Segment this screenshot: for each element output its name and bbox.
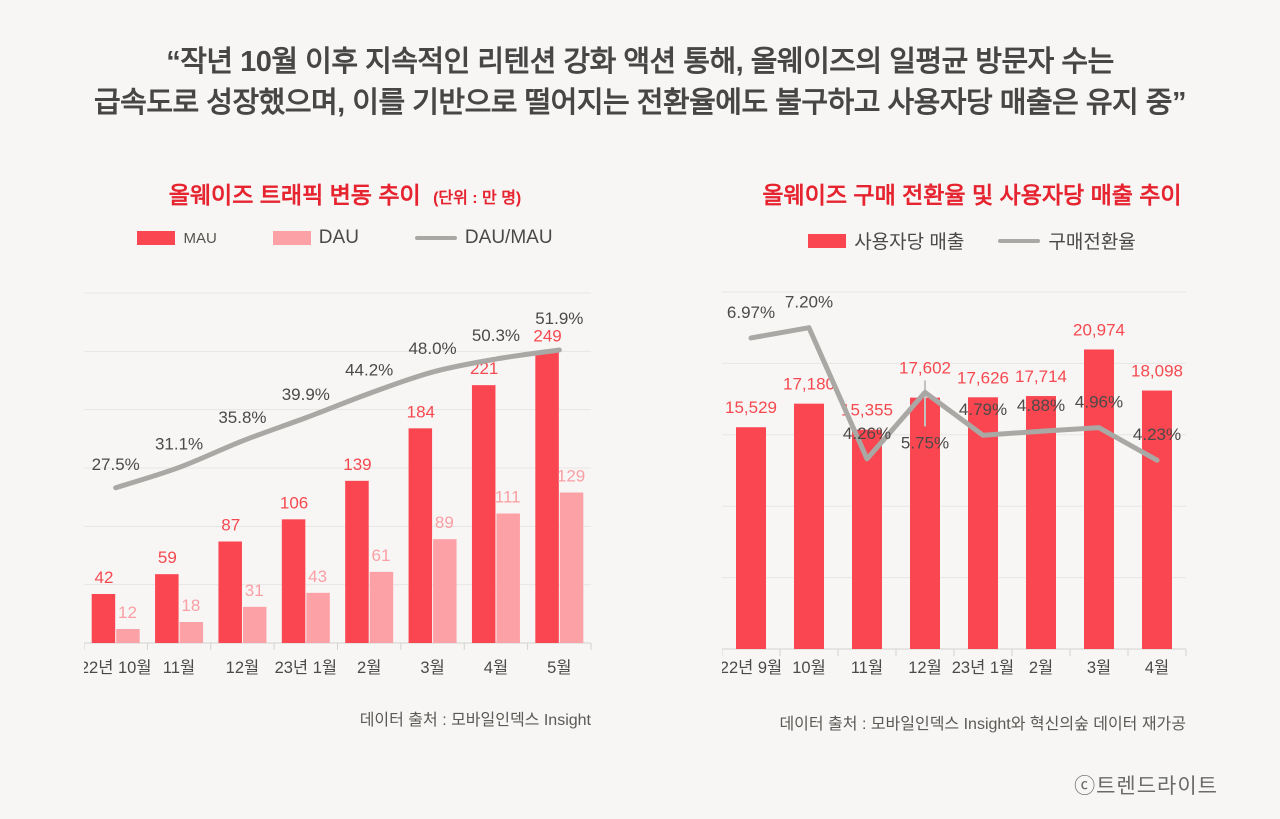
svg-text:184: 184 bbox=[407, 402, 435, 421]
svg-text:27.5%: 27.5% bbox=[92, 455, 140, 474]
dau-mau-line-swatch-icon bbox=[414, 236, 457, 240]
conversion-chart-source: 데이터 출처 : 모바일인덱스 Insight와 혁신의숲 데이터 재가공 bbox=[779, 716, 1186, 733]
svg-text:48.0%: 48.0% bbox=[408, 339, 456, 358]
svg-text:12: 12 bbox=[118, 603, 137, 622]
svg-text:17,180: 17,180 bbox=[783, 375, 835, 394]
traffic-chart-unit-note: (단위 : 만 명) bbox=[433, 190, 522, 207]
svg-text:12월: 12월 bbox=[226, 658, 260, 677]
legend-label-mau: MAU bbox=[183, 229, 217, 247]
legend-label-revenue: 사용자당 매출 bbox=[854, 232, 965, 253]
legend-item-conversion-rate: 구매전환율 bbox=[998, 227, 1136, 254]
conversion-chart-title: 올웨이즈 구매 전환율 및 사용자당 매출 추이 bbox=[712, 176, 1232, 210]
svg-text:44.2%: 44.2% bbox=[345, 360, 393, 379]
svg-text:35.8%: 35.8% bbox=[218, 408, 266, 427]
svg-text:3월: 3월 bbox=[1087, 658, 1111, 677]
svg-text:42: 42 bbox=[94, 568, 113, 587]
svg-text:4월: 4월 bbox=[484, 658, 508, 677]
svg-text:22년 9월: 22년 9월 bbox=[722, 658, 782, 677]
svg-text:6.97%: 6.97% bbox=[727, 303, 775, 322]
svg-text:22년 10월: 22년 10월 bbox=[84, 658, 152, 677]
traffic-chart-legend: MAU DAU DAU/MAU bbox=[84, 227, 606, 249]
legend-label-dau: DAU bbox=[318, 227, 359, 248]
svg-text:17,626: 17,626 bbox=[957, 368, 1009, 387]
svg-text:12월: 12월 bbox=[908, 658, 942, 677]
svg-text:129: 129 bbox=[557, 467, 585, 486]
legend-item-revenue: 사용자당 매출 bbox=[808, 227, 964, 254]
svg-text:20,974: 20,974 bbox=[1073, 320, 1125, 339]
svg-text:7.20%: 7.20% bbox=[785, 293, 833, 312]
svg-text:31: 31 bbox=[245, 581, 264, 600]
svg-text:61: 61 bbox=[371, 546, 390, 565]
svg-text:43: 43 bbox=[308, 567, 327, 586]
svg-text:59: 59 bbox=[158, 548, 177, 567]
headline-line2: 급속도로 성장했으며, 이를 기반으로 떨어지는 전환율에도 불구하고 사용자당… bbox=[94, 87, 1186, 120]
svg-text:11월: 11월 bbox=[851, 658, 883, 677]
svg-text:11월: 11월 bbox=[163, 658, 195, 677]
conversion-chart-title-text: 올웨이즈 구매 전환율 및 사용자당 매출 추이 bbox=[762, 182, 1182, 208]
watermark: ⓒ트렌드라이트 bbox=[1074, 775, 1218, 798]
svg-text:106: 106 bbox=[280, 493, 308, 512]
headline-line1: “작년 10월 이후 지속적인 리텐션 강화 액션 통해, 올웨이즈의 일평균 … bbox=[166, 46, 1114, 78]
svg-text:18: 18 bbox=[181, 596, 200, 615]
svg-text:50.3%: 50.3% bbox=[472, 326, 520, 345]
svg-text:3월: 3월 bbox=[420, 658, 444, 677]
traffic-chart-title-text: 올웨이즈 트래픽 변동 추이 bbox=[168, 182, 421, 208]
svg-text:15,355: 15,355 bbox=[841, 401, 893, 420]
svg-text:4.79%: 4.79% bbox=[959, 400, 1007, 419]
svg-text:4.23%: 4.23% bbox=[1133, 425, 1181, 444]
svg-text:139: 139 bbox=[343, 455, 371, 474]
traffic-chart-title: 올웨이즈 트래픽 변동 추이 (단위 : 만 명) bbox=[84, 176, 606, 210]
svg-text:89: 89 bbox=[435, 513, 454, 532]
legend-item-dau-mau: DAU/MAU bbox=[414, 227, 553, 249]
svg-text:23년 1월: 23년 1월 bbox=[275, 658, 337, 677]
svg-text:111: 111 bbox=[495, 488, 521, 507]
svg-text:2월: 2월 bbox=[357, 658, 381, 677]
svg-text:249: 249 bbox=[533, 327, 561, 346]
conversion-revenue-chart: 15,529 17,180 15,355 17,602 17,626 17,714 20,9… bbox=[722, 291, 1187, 677]
legend-label-dau-mau: DAU/MAU bbox=[464, 227, 553, 248]
svg-text:87: 87 bbox=[221, 516, 240, 535]
conversion-chart-legend: 사용자당 매출 구매전환율 bbox=[712, 227, 1232, 254]
svg-text:51.9%: 51.9% bbox=[535, 309, 583, 328]
svg-text:4월: 4월 bbox=[1145, 658, 1169, 677]
svg-text:23년 1월: 23년 1월 bbox=[952, 658, 1014, 677]
dau-swatch-icon bbox=[272, 231, 311, 245]
svg-text:5.75%: 5.75% bbox=[901, 433, 949, 452]
headline: “작년 10월 이후 지속적인 리텐션 강화 액션 통해, 올웨이즈의 일평균 … bbox=[0, 42, 1280, 124]
svg-text:5월: 5월 bbox=[547, 658, 571, 677]
legend-item-mau: MAU bbox=[137, 229, 217, 247]
svg-text:4.96%: 4.96% bbox=[1075, 393, 1123, 412]
svg-text:10월: 10월 bbox=[792, 658, 826, 677]
svg-text:39.9%: 39.9% bbox=[282, 385, 330, 404]
svg-text:31.1%: 31.1% bbox=[155, 434, 203, 453]
svg-text:4.26%: 4.26% bbox=[843, 424, 891, 443]
revenue-swatch-icon bbox=[808, 233, 847, 248]
svg-text:17,714: 17,714 bbox=[1015, 367, 1067, 386]
legend-label-conversion-rate: 구매전환율 bbox=[1048, 232, 1136, 253]
svg-text:4.88%: 4.88% bbox=[1017, 396, 1065, 415]
svg-text:15,529: 15,529 bbox=[725, 398, 777, 417]
traffic-chart-source: 데이터 출처 : 모바일인덱스 Insight bbox=[359, 712, 591, 729]
conversion-line-swatch-icon bbox=[998, 238, 1041, 243]
mau-swatch-icon bbox=[137, 231, 176, 245]
svg-text:2월: 2월 bbox=[1029, 658, 1053, 677]
svg-text:18,098: 18,098 bbox=[1131, 362, 1183, 381]
svg-text:17,602: 17,602 bbox=[899, 359, 951, 378]
legend-item-dau: DAU bbox=[272, 227, 359, 249]
